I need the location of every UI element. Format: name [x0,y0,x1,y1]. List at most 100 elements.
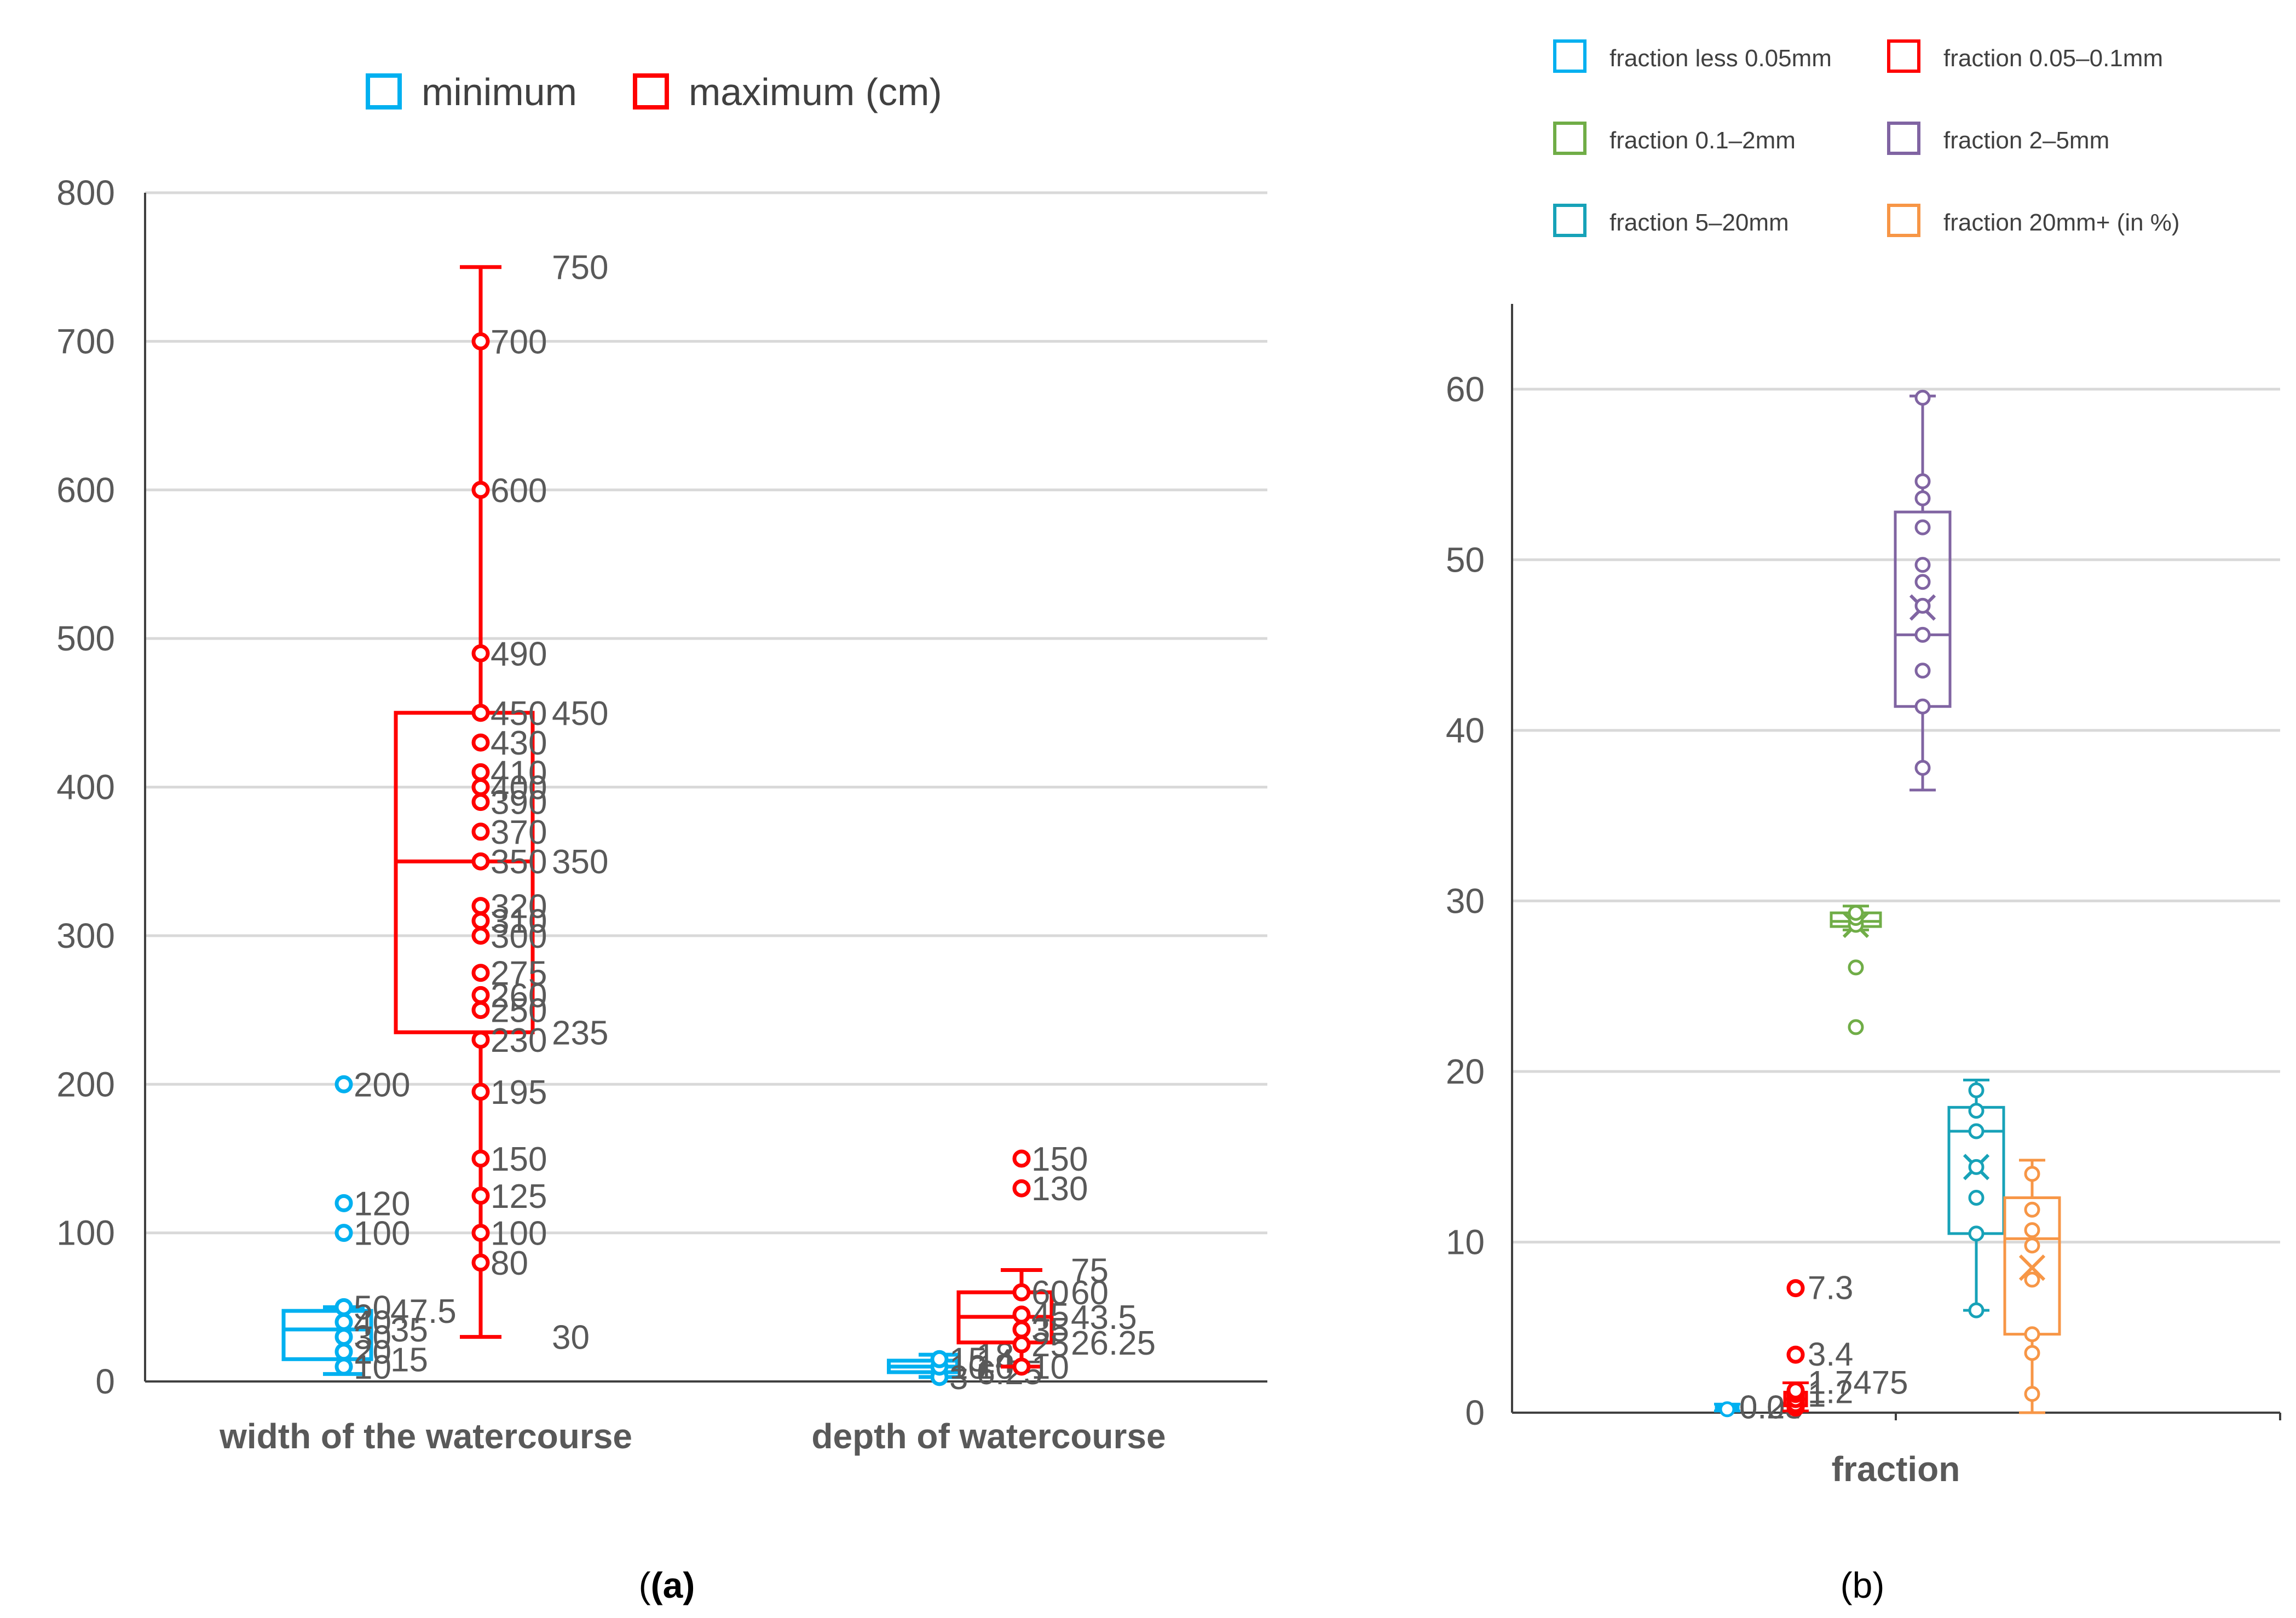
data-label: 390 [491,784,547,822]
legend-label: fraction less 0.05mm [1609,45,1832,72]
data-label: 130 [1031,1170,1088,1208]
data-label: 100 [491,1215,547,1253]
data-point [1012,1305,1031,1324]
data-point [2024,1271,2040,1288]
legend-swatch [1553,39,1587,73]
stat-label: 6.25 [977,1354,1043,1392]
y-tick-label: 700 [56,321,115,361]
data-label: 3 [949,1359,968,1397]
data-label: 230 [491,1022,547,1060]
legend-label: fraction 2–5mm [1943,127,2109,154]
stat-label: 60 [1071,1274,1109,1312]
stat-label: 75 [1071,1252,1109,1289]
data-point [1786,1345,1805,1364]
data-point [334,1075,353,1093]
data-point [1968,1082,1985,1098]
data-label: 15 [949,1341,987,1379]
data-point [2024,1345,2040,1361]
data-label: 310 [491,903,547,941]
data-point [1848,905,1864,921]
data-point [334,1312,353,1331]
data-point [1968,1189,1985,1206]
data-point [1012,1179,1031,1197]
y-tick-label: 40 [1446,711,1485,750]
data-point [334,1224,353,1242]
legend-label: fraction 5–20mm [1609,209,1789,236]
x-axis-title: fraction [1832,1449,1960,1489]
data-point [1848,1019,1864,1035]
data-label: 10 [1031,1349,1069,1386]
data-label: 30 [354,1319,391,1357]
data-point [471,1149,490,1168]
stat-label: 30 [552,1319,590,1357]
data-point [1914,557,1931,573]
data-point [1914,490,1931,506]
stat-label: 235 [552,1014,608,1052]
stat-label: 750 [552,249,608,287]
data-point [2024,1222,2040,1239]
data-point [471,1187,490,1205]
data-point [2024,1237,2040,1254]
stat-label: 350 [552,843,608,881]
data-point [1786,1279,1805,1298]
data-label: 10 [354,1349,391,1386]
data-point [1914,574,1931,590]
data-point [471,986,490,1004]
data-point [2024,1201,2040,1218]
data-label: 450 [491,695,547,733]
data-point [471,733,490,752]
y-tick-label: 600 [56,470,115,510]
x-category-label: width of the watercourse [219,1417,632,1456]
data-point [471,926,490,945]
data-label: 490 [491,635,547,673]
y-tick-label: 10 [1446,1222,1485,1262]
data-label: 400 [491,769,547,807]
data-label: 350 [491,843,547,881]
data-point [471,912,490,930]
y-tick-label: 30 [1446,881,1485,920]
box [281,1309,373,1361]
data-point [2024,1166,2040,1182]
y-tick-label: 0 [95,1362,115,1401]
data-label: 300 [491,918,547,955]
y-tick-label: 800 [56,173,115,212]
data-label: 195 [491,1074,547,1112]
data-label: 260 [491,977,547,1015]
data-point [471,822,490,841]
data-point [471,763,490,781]
mean-marker [2018,1254,2046,1281]
legend-swatch [1887,122,1920,155]
data-label: 35 [1031,1311,1069,1349]
data-point [334,1357,353,1376]
data-label: 50 [354,1289,391,1327]
y-tick-label: 50 [1446,540,1485,579]
data-point [1968,1103,1985,1119]
data-point [471,332,490,350]
data-point [1719,1401,1735,1418]
legend-label: fraction 0.05–0.1mm [1943,45,2163,72]
data-point [1012,1320,1031,1339]
stat-label: 47.5 [390,1293,457,1331]
data-point [1968,1159,1985,1175]
stat-label: 450 [552,695,608,733]
stat-label: 35 [390,1311,428,1349]
data-label: 45 [1031,1297,1069,1334]
data-label: 120 [354,1185,410,1223]
data-point [471,778,490,796]
data-point [1012,1283,1031,1302]
stat-label: 15 [390,1341,428,1379]
data-point [334,1298,353,1316]
y-tick-label: 400 [56,768,115,807]
data-point [1914,626,1931,643]
data-point [1914,389,1931,406]
data-point [1848,959,1864,976]
data-point [471,1001,490,1020]
legend-label: fraction 0.1–2mm [1609,127,1796,154]
data-label: 25 [1031,1326,1069,1364]
legend-swatch [366,73,402,110]
y-tick-label: 200 [56,1064,115,1104]
panel-a-chart: 0 100 200 300 400 500 600 700 800 minimum maximum … [56,71,1267,1456]
data-label: 60 [1031,1274,1069,1312]
legend-swatch [1553,204,1587,237]
